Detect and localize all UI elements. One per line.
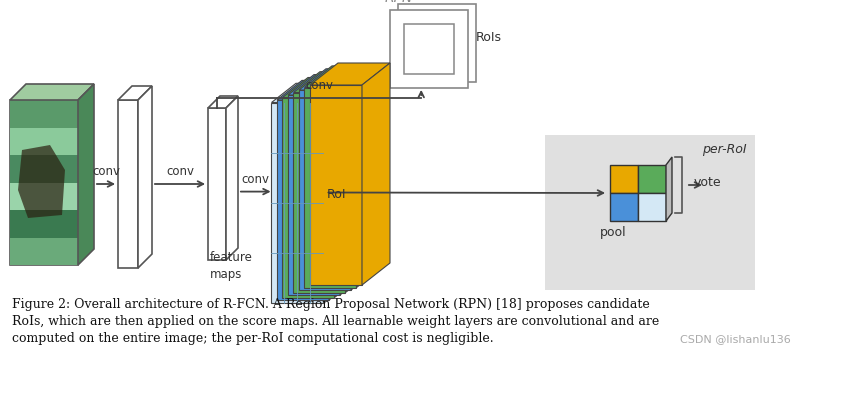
Polygon shape bbox=[10, 128, 78, 155]
Polygon shape bbox=[351, 69, 378, 290]
Polygon shape bbox=[226, 96, 238, 260]
Polygon shape bbox=[276, 100, 328, 300]
Polygon shape bbox=[271, 83, 347, 102]
Polygon shape bbox=[339, 75, 366, 295]
Polygon shape bbox=[10, 210, 78, 237]
Polygon shape bbox=[323, 83, 347, 303]
Polygon shape bbox=[310, 85, 362, 285]
Text: RPN: RPN bbox=[385, 0, 413, 5]
Text: Figure 2: Overall architecture of R-FCN. A Region Proposal Network (RPN) [18] pr: Figure 2: Overall architecture of R-FCN.… bbox=[12, 298, 649, 311]
Polygon shape bbox=[10, 100, 78, 128]
Polygon shape bbox=[299, 69, 378, 90]
Polygon shape bbox=[299, 90, 351, 290]
Polygon shape bbox=[362, 63, 390, 285]
Polygon shape bbox=[10, 84, 94, 100]
Text: conv: conv bbox=[305, 79, 333, 92]
Polygon shape bbox=[118, 86, 152, 100]
Text: per-RoI: per-RoI bbox=[701, 143, 746, 156]
Polygon shape bbox=[276, 81, 354, 100]
Polygon shape bbox=[305, 87, 356, 288]
Text: feature
maps: feature maps bbox=[210, 251, 252, 281]
Text: RoIs, which are then applied on the score maps. All learnable weight layers are : RoIs, which are then applied on the scor… bbox=[12, 315, 659, 328]
Polygon shape bbox=[10, 100, 78, 265]
Polygon shape bbox=[10, 155, 78, 183]
Polygon shape bbox=[10, 237, 78, 265]
Polygon shape bbox=[10, 183, 78, 210]
Polygon shape bbox=[637, 165, 665, 193]
Text: RoI: RoI bbox=[326, 188, 345, 202]
Text: conv: conv bbox=[165, 165, 194, 178]
Polygon shape bbox=[18, 145, 65, 218]
Polygon shape bbox=[293, 92, 345, 292]
Polygon shape bbox=[271, 102, 323, 303]
Polygon shape bbox=[138, 86, 152, 268]
Polygon shape bbox=[118, 100, 138, 268]
Polygon shape bbox=[334, 77, 360, 298]
Text: CSDN @lishanlu136: CSDN @lishanlu136 bbox=[679, 334, 790, 344]
Polygon shape bbox=[287, 95, 339, 295]
Polygon shape bbox=[637, 193, 665, 221]
Polygon shape bbox=[397, 4, 475, 82]
Polygon shape bbox=[310, 63, 390, 85]
Polygon shape bbox=[390, 10, 467, 88]
Text: RoIs: RoIs bbox=[475, 31, 502, 44]
Polygon shape bbox=[345, 72, 372, 292]
Text: computed on the entire image; the per-RoI computational cost is negligible.: computed on the entire image; the per-Ro… bbox=[12, 332, 493, 345]
Text: conv: conv bbox=[92, 165, 120, 178]
Text: vote: vote bbox=[693, 176, 721, 189]
Bar bbox=[544, 135, 754, 290]
Polygon shape bbox=[328, 81, 354, 300]
Polygon shape bbox=[356, 66, 384, 288]
Polygon shape bbox=[403, 24, 454, 74]
Text: conv: conv bbox=[241, 173, 270, 185]
Polygon shape bbox=[78, 84, 94, 265]
Polygon shape bbox=[208, 96, 238, 108]
Polygon shape bbox=[609, 193, 637, 221]
Polygon shape bbox=[287, 75, 366, 95]
Polygon shape bbox=[293, 72, 372, 92]
Polygon shape bbox=[305, 66, 384, 87]
Polygon shape bbox=[282, 77, 360, 98]
Text: pool: pool bbox=[600, 226, 626, 239]
Polygon shape bbox=[208, 108, 226, 260]
Polygon shape bbox=[282, 98, 334, 298]
Polygon shape bbox=[609, 165, 637, 193]
Polygon shape bbox=[665, 157, 671, 221]
